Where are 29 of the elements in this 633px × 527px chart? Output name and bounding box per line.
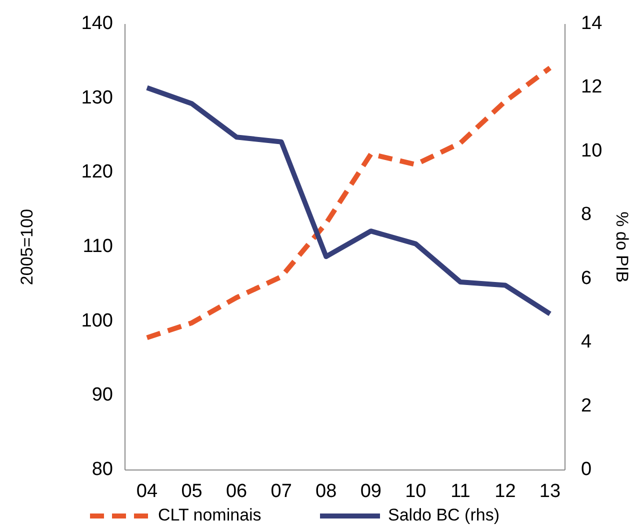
y2-axis-title: % do PIB bbox=[612, 212, 632, 282]
y-tick-label: 140 bbox=[81, 13, 113, 34]
y2-tick-label: 12 bbox=[581, 76, 602, 98]
y-tick-label: 110 bbox=[82, 236, 113, 258]
x-tick-label: 10 bbox=[405, 481, 426, 502]
y-tick-label: 80 bbox=[92, 459, 113, 480]
x-tick-label: 09 bbox=[360, 481, 382, 502]
y2-tick-label: 0 bbox=[581, 459, 592, 480]
y-tick-label: 120 bbox=[81, 162, 113, 183]
y-tick-label: 130 bbox=[81, 87, 113, 108]
y2-tick-label: 4 bbox=[581, 332, 592, 353]
x-tick-label: 13 bbox=[539, 481, 561, 502]
y-axis-title: 2005=100 bbox=[17, 208, 36, 286]
x-tick-label: 06 bbox=[226, 481, 248, 502]
y2-tick-label: 2 bbox=[581, 395, 592, 416]
y-tick-label: 100 bbox=[81, 310, 113, 332]
y2-tick-label: 6 bbox=[581, 268, 592, 289]
x-tick-label: 08 bbox=[316, 481, 337, 502]
x-tick-label: 05 bbox=[181, 481, 202, 502]
y2-tick-label: 14 bbox=[581, 13, 603, 34]
x-tick-label: 07 bbox=[270, 481, 292, 502]
legend-label: Saldo BC (rhs) bbox=[388, 505, 500, 524]
y-tick-label: 90 bbox=[92, 384, 113, 406]
y2-tick-label: 8 bbox=[581, 204, 592, 226]
y2-tick-label: 10 bbox=[581, 140, 602, 162]
x-tick-label: 11 bbox=[450, 481, 470, 502]
x-tick-label: 12 bbox=[494, 481, 516, 502]
legend-label: CLT nominais bbox=[158, 505, 262, 524]
x-tick-label: 04 bbox=[136, 481, 158, 502]
